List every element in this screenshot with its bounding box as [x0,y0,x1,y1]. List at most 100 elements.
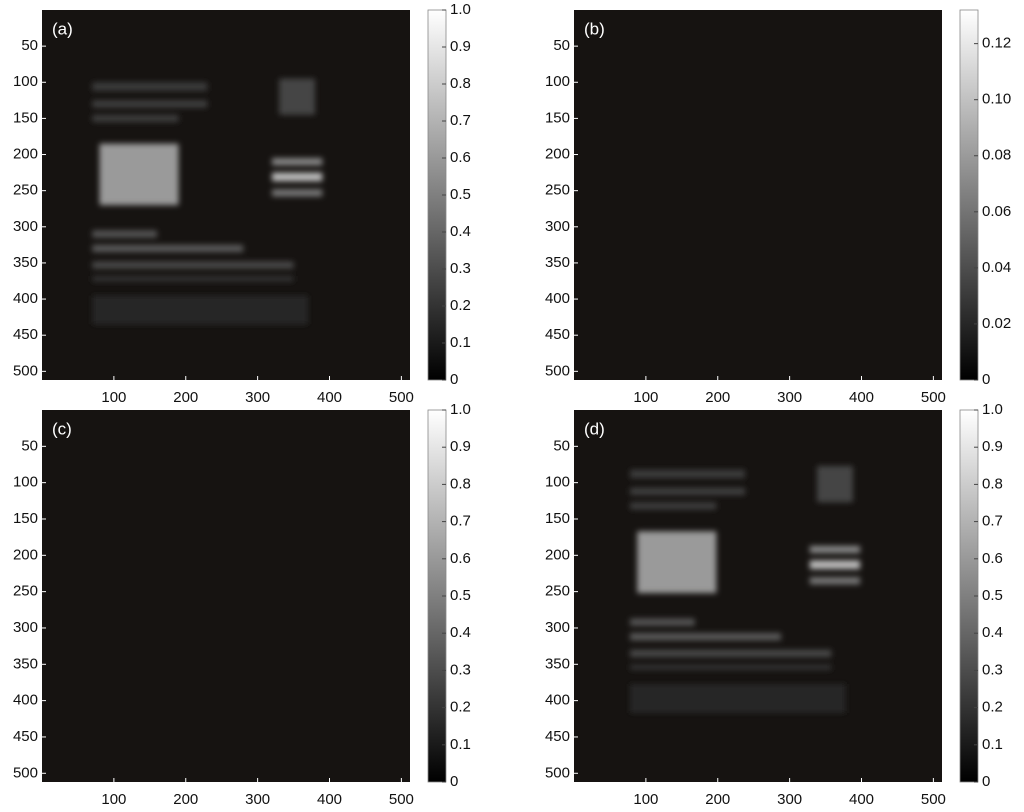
y-tick-label: 50 [21,437,38,454]
colorbar-tick-label: 0.1 [450,334,471,351]
x-tick-label: 200 [173,389,198,406]
x-tick-label: 500 [921,389,946,406]
colorbar-tick-label: 0.8 [982,475,1003,492]
colorbar-tick-label: 0.7 [450,513,471,530]
colorbar-tick-label: 0.8 [450,475,471,492]
x-tick-label: 300 [777,791,802,808]
colorbar-tick-label: 0 [450,773,458,790]
colorbar-tick-label: 0.7 [450,112,471,129]
colorbar-tick-label: 0.6 [982,550,1003,567]
colorbar-tick-label: 0.9 [982,438,1003,455]
colorbar-tick-label: 0.3 [450,661,471,678]
y-tick-label: 150 [545,510,570,527]
y-tick-label: 500 [13,764,38,781]
y-tick-label: 400 [13,290,38,307]
x-tick-label: 200 [173,791,198,808]
colorbar-tick-label: 1.0 [982,401,1003,418]
colorbar-tick-label: 0.6 [450,550,471,567]
image-feature [630,664,832,671]
image-feature [92,230,157,238]
y-tick-label: 450 [545,326,570,343]
y-tick-label: 400 [13,692,38,709]
panel-label: (a) [52,19,73,38]
y-tick-label: 450 [13,326,38,343]
y-tick-label: 400 [545,692,570,709]
image-feature [272,189,323,197]
y-tick-label: 250 [545,583,570,600]
y-tick-label: 50 [553,437,570,454]
y-tick-label: 250 [13,583,38,600]
image-feature [92,275,294,282]
colorbar-tick-label: 0.4 [450,624,471,641]
y-tick-label: 50 [21,37,38,54]
x-tick-label: 500 [921,791,946,808]
y-tick-label: 500 [545,764,570,781]
image-feature [630,649,832,658]
image-feature [816,465,853,503]
image [574,10,942,380]
y-tick-label: 300 [545,218,570,235]
x-tick-label: 100 [633,389,658,406]
colorbar-tick-label: 0.02 [982,315,1011,332]
image-feature [279,78,316,115]
colorbar-tick-label: 0.08 [982,147,1011,164]
x-tick-label: 300 [245,389,270,406]
image-feature [272,172,323,182]
y-tick-label: 500 [13,362,38,379]
y-tick-label: 350 [13,655,38,672]
colorbar-tick-label: 0.2 [450,699,471,716]
image-feature [630,683,846,713]
y-tick-label: 400 [545,290,570,307]
y-tick-label: 300 [13,218,38,235]
x-tick-label: 400 [849,389,874,406]
y-tick-label: 50 [553,37,570,54]
colorbar-tick-label: 0.12 [982,35,1011,52]
image [574,410,942,782]
colorbar-tick-label: 0.2 [982,699,1003,716]
x-tick-label: 400 [849,791,874,808]
x-tick-label: 500 [389,791,414,808]
image-content [630,465,861,713]
panel-label: (b) [584,19,605,38]
image [42,10,410,380]
image-feature [809,577,861,585]
colorbar-tick-label: 0.9 [450,38,471,55]
image-feature [809,560,861,570]
colorbar-tick-label: 0.5 [450,587,471,604]
x-tick-label: 400 [317,389,342,406]
image-feature [272,158,323,166]
y-tick-label: 350 [545,254,570,271]
y-tick-label: 200 [545,146,570,163]
y-tick-label: 450 [545,728,570,745]
x-tick-label: 100 [633,791,658,808]
colorbar-tick-label: 0.1 [982,736,1003,753]
panel-label: (d) [584,419,605,438]
colorbar-tick-label: 0.9 [450,438,471,455]
x-tick-label: 300 [777,389,802,406]
image-feature [92,244,244,253]
colorbar-tick-label: 0.06 [982,203,1011,220]
colorbar-tick-label: 0.8 [450,75,471,92]
y-tick-label: 350 [13,254,38,271]
y-tick-label: 150 [545,109,570,126]
image-feature [630,487,746,496]
y-tick-label: 150 [13,109,38,126]
y-tick-label: 250 [545,182,570,199]
image-feature [630,618,695,626]
x-tick-label: 100 [101,791,126,808]
x-tick-label: 200 [705,791,730,808]
y-tick-label: 300 [545,619,570,636]
image [42,410,410,782]
y-tick-label: 200 [13,546,38,563]
y-tick-label: 200 [545,546,570,563]
y-tick-label: 100 [545,73,570,90]
colorbar [959,9,979,381]
y-tick-label: 250 [13,182,38,199]
colorbar-tick-label: 0.10 [982,91,1011,108]
colorbar-tick-label: 0.3 [982,661,1003,678]
y-tick-label: 100 [13,73,38,90]
colorbar-tick-label: 1.0 [450,401,471,418]
image-feature [92,114,179,123]
y-tick-label: 200 [13,146,38,163]
y-tick-label: 350 [545,655,570,672]
